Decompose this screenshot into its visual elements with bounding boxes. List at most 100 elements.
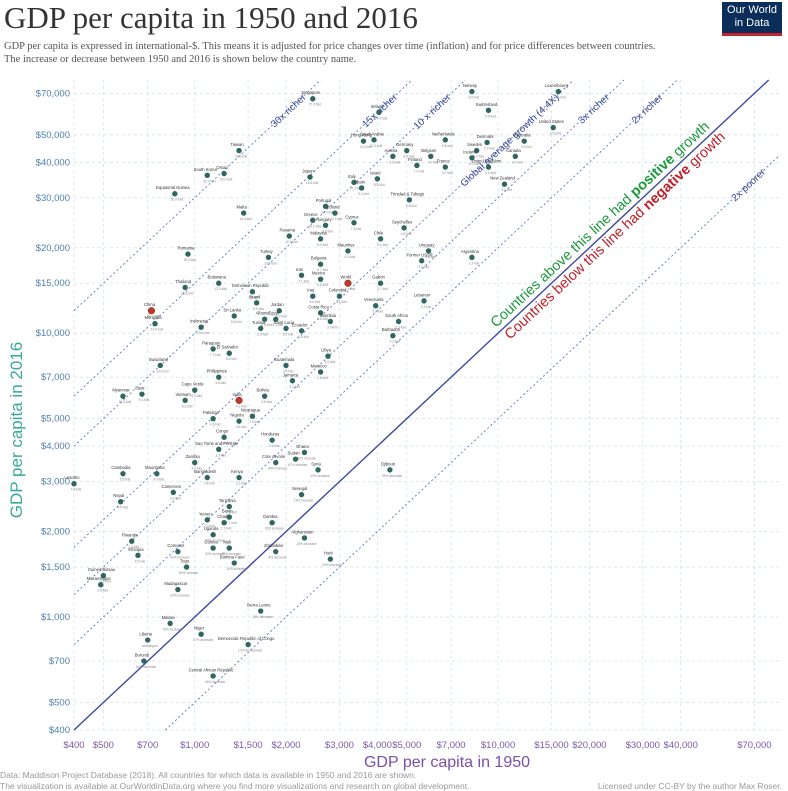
change-taiwan: 31.0-fold — [235, 155, 248, 159]
change-jordan: 6.3-fold — [276, 315, 287, 319]
annotation-layer: Countries above this line had positive g… — [488, 119, 729, 343]
point-cyprus: Cyprus 7.3-fold — [345, 214, 361, 231]
marker-honduras — [269, 437, 275, 443]
source-note: Data: Maddison Project Database (2018). … — [0, 770, 417, 780]
marker-saint-lucia — [283, 325, 289, 332]
label-el-salvador: El Salvador — [217, 345, 239, 350]
change-rwanda: 3.0-fold — [128, 545, 139, 549]
point-world: World 4.4-fold — [341, 275, 356, 292]
label-hong-kong: Hong Kong — [351, 133, 373, 138]
change-ecuador: 4.5-fold — [298, 335, 309, 339]
label-turkey: Turkey — [260, 249, 274, 254]
y-tick-label: $3,000 — [41, 477, 70, 488]
marker-united-kingdom — [485, 164, 492, 170]
x-tick-label: $40,000 — [664, 740, 698, 751]
multiplier-label: 2x richer — [630, 92, 666, 127]
label-japan: Japan — [302, 169, 314, 174]
marker-france — [442, 164, 449, 170]
change-norway: 8.6-fold — [469, 96, 480, 100]
change-gambia: 19% increase — [264, 527, 284, 531]
change-bulgaria: 6.7-fold — [317, 268, 328, 272]
label-central-african-republic: Central African Republic — [189, 667, 234, 672]
label-sri-lanka: Sri Lanka — [223, 307, 241, 312]
change-tanzania: 1.9-fold — [226, 511, 237, 515]
x-axis-title: GDP per capita in 1950 — [364, 754, 530, 771]
point-vietnam: Vietnam 6.2-fold — [176, 392, 193, 409]
point-sierra-leone: Sierra Leone 36% decrease — [247, 603, 273, 620]
point-albania: Albania 6.6-fold — [256, 311, 273, 328]
label-sao-tome-and-principe: Sao Tome and Principe — [195, 441, 239, 446]
marker-haiti — [327, 556, 334, 562]
point-nepal: Nepal 4.5-fold — [113, 493, 128, 510]
marker-uruguay — [425, 248, 432, 254]
label-philippines: Philippines — [207, 369, 227, 374]
marker-burkina-faso — [231, 560, 237, 566]
label-haiti: Haiti — [324, 551, 332, 556]
point-togo: Togo 60% increase — [179, 559, 199, 576]
point-malaysia: Malaysia 8.3-fold — [310, 230, 328, 247]
label-chile: Chile — [374, 230, 384, 235]
label-norway: Norway — [463, 83, 478, 88]
point-austria: Austria 9.3-fold — [384, 148, 400, 165]
marker-argentina — [469, 254, 475, 261]
label-saudi-arabia: Saudi Arabia — [360, 131, 384, 136]
x-tick-label: $20,000 — [572, 740, 606, 751]
marker-denmark — [484, 139, 490, 146]
y-tick-label: $2,000 — [41, 527, 70, 538]
marker-former-ussr — [418, 258, 425, 264]
label-singapore: Singapore — [301, 90, 321, 95]
label-seychelles: Seychelles — [392, 219, 412, 224]
label-benin: Benin — [222, 509, 233, 514]
x-tick-label: $1,500 — [234, 740, 263, 751]
x-tick-label: $500 — [93, 740, 114, 751]
marker-costa-rica — [317, 310, 324, 316]
marker-jamaica — [289, 378, 296, 384]
our-world-in-data-logo[interactable]: Our World in Data — [722, 2, 782, 36]
point-norway: Norway 8.6-fold — [463, 83, 480, 100]
marker-guinea-bissau — [100, 572, 107, 579]
point-guinea: Guinea 52% increase — [204, 540, 225, 557]
change-el-salvador: 6.5-fold — [226, 357, 237, 361]
marker-canada — [512, 153, 519, 160]
marker-botswana — [216, 280, 222, 286]
point-denmark: Denmark 5.1-fold — [477, 134, 495, 151]
change-nepal: 4.5-fold — [117, 506, 128, 510]
label-gambia: Gambia — [263, 514, 278, 519]
label-botswana: Botswana — [208, 275, 227, 280]
point-uganda: Uganda 69% increase — [204, 526, 225, 543]
point-burundi: Burundi 13% decrease — [135, 653, 157, 670]
license-note[interactable]: Licensed under CC-BY by the author Max R… — [597, 781, 782, 791]
change-democratic-republic-of-congo: 1.9-fold decrease — [238, 649, 263, 653]
change-malaysia: 8.3-fold — [317, 243, 328, 247]
change-luxembourg: 4.5-fold — [555, 96, 566, 100]
x-tick-label: $5,000 — [392, 740, 421, 751]
point-australia: Australia 3.9-fold — [514, 133, 532, 150]
change-benin: 1.7-fold — [226, 521, 237, 525]
point-china: China 16.7-fold — [144, 302, 160, 319]
marker-bulgaria — [317, 261, 324, 267]
label-malaysia: Malaysia — [310, 230, 327, 235]
points-layer: Luxembourg 4.5-fold Norway 8.6-fold Singapor… — [65, 83, 569, 684]
visualization-note[interactable]: The visualization is available at OurWor… — [0, 781, 470, 791]
marker-paraguay — [210, 346, 216, 352]
change-lesotho: 7.4-fold — [71, 488, 82, 492]
marker-finland — [414, 162, 420, 169]
point-chad: Chad 1.7-fold — [217, 514, 232, 531]
change-cape-verde: 6.3-fold — [191, 394, 202, 398]
marker-poland — [332, 210, 338, 216]
point-laos: Laos 9.1-fold — [135, 386, 149, 403]
change-burkina-faso: 15% increase — [227, 567, 247, 571]
label-liberia: Liberia — [139, 632, 152, 637]
point-romania: Romania 20.0-fold — [178, 246, 197, 262]
change-netherlands: 5.8-fold — [442, 144, 453, 148]
y-axis-title: GDP per capita in 2016 — [7, 342, 26, 518]
marker-oman — [221, 170, 227, 177]
point-rwanda: Rwanda 3.0-fold — [122, 533, 139, 550]
point-portugal: Portugal 10.4-fold — [316, 198, 334, 215]
x-tick-label: $10,000 — [481, 740, 515, 751]
change-austria: 9.3-fold — [390, 160, 401, 164]
marker-albania — [261, 316, 268, 322]
change-zimbabwe: 8% decrease — [268, 556, 287, 560]
change-greece: 10.2-fold — [309, 224, 322, 228]
marker-tunisia — [257, 325, 264, 332]
